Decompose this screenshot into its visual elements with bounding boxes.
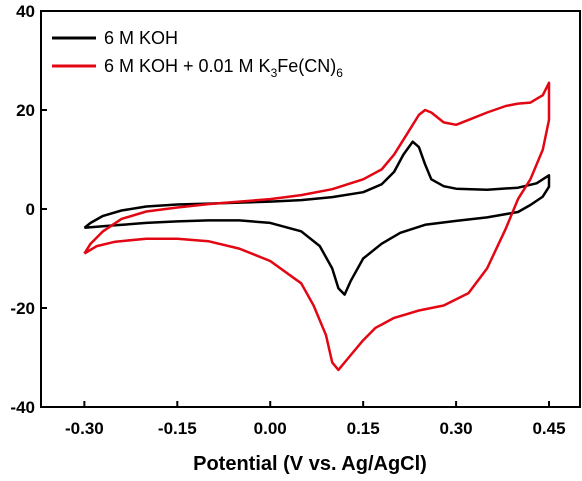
series-group: [83, 81, 551, 372]
x-tick-label: 0.45: [532, 419, 565, 438]
y-tick-label: 0: [26, 200, 35, 219]
y-tick-label: -20: [10, 299, 35, 318]
x-axis-title: Potential (V vs. Ag/AgCl): [193, 453, 427, 475]
legend-label-koh-ferricyanide: 6 M KOH + 0.01 M K3Fe(CN)6: [104, 56, 343, 80]
x-tick-label: 0.00: [254, 419, 287, 438]
x-tick-label: -0.15: [158, 419, 197, 438]
x-tick-label: -0.30: [65, 419, 104, 438]
legend: 6 M KOH 6 M KOH + 0.01 M K3Fe(CN)6: [52, 28, 343, 80]
series-line-koh-ferricyanide: [83, 81, 551, 372]
legend-label-koh: 6 M KOH: [104, 28, 178, 48]
x-tick-label: 0.15: [347, 419, 380, 438]
y-tick-label: -40: [10, 398, 35, 417]
y-tick-label: 40: [16, 2, 35, 21]
x-tick-label: 0.30: [440, 419, 473, 438]
series-line-koh: [83, 140, 551, 296]
tick-group: -0.30 -0.15 0.00 0.15 0.30 0.45 -40 -20 0 20 40: [10, 2, 565, 438]
y-tick-label: 20: [16, 101, 35, 120]
